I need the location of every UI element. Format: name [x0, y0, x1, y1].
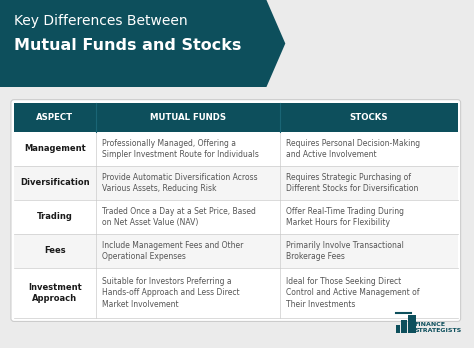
- Text: Fees: Fees: [44, 246, 66, 255]
- Text: ASPECT: ASPECT: [36, 113, 73, 122]
- Text: Requires Personal Decision-Making
and Active Involvement: Requires Personal Decision-Making and Ac…: [286, 139, 420, 159]
- Text: Trading: Trading: [37, 212, 73, 221]
- Text: Investment
Approach: Investment Approach: [28, 283, 82, 303]
- FancyBboxPatch shape: [14, 103, 458, 132]
- Polygon shape: [0, 0, 285, 87]
- Text: Primarily Involve Transactional
Brokerage Fees: Primarily Involve Transactional Brokerag…: [286, 240, 404, 261]
- FancyBboxPatch shape: [14, 166, 458, 200]
- FancyBboxPatch shape: [14, 200, 458, 234]
- Text: Key Differences Between: Key Differences Between: [14, 14, 188, 28]
- FancyBboxPatch shape: [14, 268, 458, 318]
- Text: Management: Management: [24, 144, 86, 153]
- Text: Mutual Funds and Stocks: Mutual Funds and Stocks: [14, 38, 241, 53]
- Text: Offer Real-Time Trading During
Market Hours for Flexibility: Offer Real-Time Trading During Market Ho…: [286, 207, 404, 227]
- FancyBboxPatch shape: [14, 234, 458, 268]
- Text: Include Management Fees and Other
Operational Expenses: Include Management Fees and Other Operat…: [102, 240, 243, 261]
- FancyBboxPatch shape: [11, 100, 461, 322]
- FancyBboxPatch shape: [401, 321, 407, 333]
- Text: MUTUAL FUNDS: MUTUAL FUNDS: [150, 113, 226, 122]
- FancyBboxPatch shape: [408, 315, 416, 333]
- FancyBboxPatch shape: [396, 325, 400, 333]
- Text: STOCKS: STOCKS: [350, 113, 388, 122]
- Text: FINANCE
STRATEGISTS: FINANCE STRATEGISTS: [414, 322, 461, 333]
- Text: Diversification: Diversification: [20, 178, 90, 187]
- FancyBboxPatch shape: [14, 132, 458, 166]
- Text: Suitable for Investors Preferring a
Hands-off Approach and Less Direct
Market In: Suitable for Investors Preferring a Hand…: [102, 277, 240, 309]
- Text: Professionally Managed, Offering a
Simpler Investment Route for Individuals: Professionally Managed, Offering a Simpl…: [102, 139, 259, 159]
- Text: Requires Strategic Purchasing of
Different Stocks for Diversification: Requires Strategic Purchasing of Differe…: [286, 173, 419, 193]
- Text: Provide Automatic Diversification Across
Various Assets, Reducing Risk: Provide Automatic Diversification Across…: [102, 173, 257, 193]
- Text: Traded Once a Day at a Set Price, Based
on Net Asset Value (NAV): Traded Once a Day at a Set Price, Based …: [102, 207, 256, 227]
- Text: Ideal for Those Seeking Direct
Control and Active Management of
Their Investment: Ideal for Those Seeking Direct Control a…: [286, 277, 419, 309]
